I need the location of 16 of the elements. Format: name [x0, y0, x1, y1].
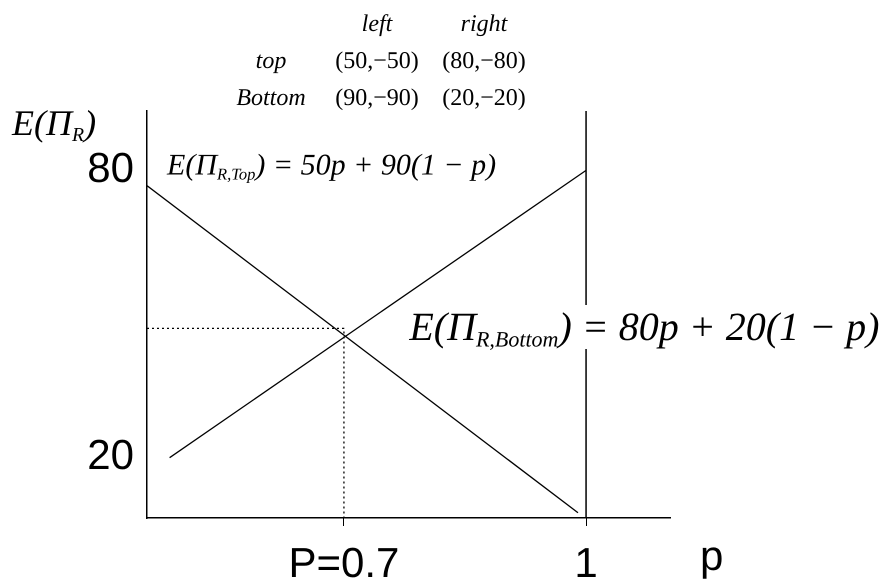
text: (80,−80)	[442, 48, 526, 74]
text: (50,−50)	[335, 48, 419, 74]
text: left	[362, 10, 392, 36]
x-axis-title: p	[700, 532, 724, 579]
text: top	[256, 48, 286, 74]
series-label: E(Π$_{R,Bottom}$) = 80p + 20(1 − p)	[409, 304, 880, 352]
y-axis-title: E(Π$_{R}$)	[12, 103, 96, 146]
text: right	[460, 10, 508, 36]
x-tick-label: P=0.7	[288, 538, 400, 585]
series-label: E(Π$_{R,Top}$) = 50p + 90(1 − p)	[167, 148, 496, 184]
annotation: (20,−20)	[442, 84, 526, 110]
annotation: Bottom	[236, 84, 306, 110]
y-tick-label: 20	[87, 431, 134, 478]
y-tick-label: 80	[87, 144, 134, 191]
annotation: (90,−90)	[335, 84, 419, 110]
x-tick-label: 1	[574, 538, 598, 585]
